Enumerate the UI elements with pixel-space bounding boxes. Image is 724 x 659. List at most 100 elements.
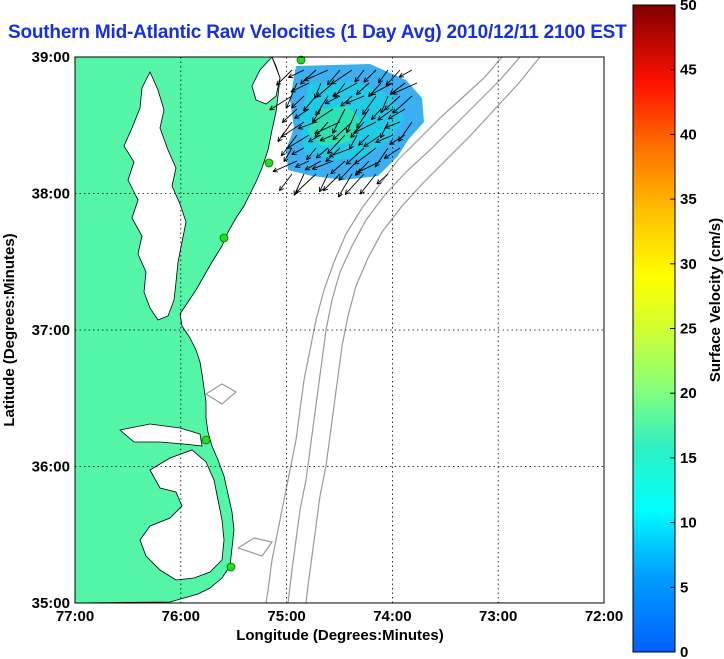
velocity-arrow [299,69,317,85]
velocity-arrow [345,147,365,165]
velocity-arrow [277,121,293,143]
velocity-arrow [290,82,310,93]
velocity-arrow [295,160,310,168]
velocity-arrow [332,82,358,97]
velocity-arrow [291,147,305,156]
velocity-arrow [359,173,377,195]
velocity-arrow [353,121,377,134]
colorbar-label: Surface Velocity (cm/s) [707,218,724,382]
velocity-arrow [332,108,346,134]
velocity-arrow [385,69,401,86]
velocity-arrow [275,69,293,86]
colorbar-scale [632,4,676,653]
velocity-arrow [286,134,310,149]
colorbar-tick-label: 0 [680,644,688,659]
velocity-arrow [370,108,382,121]
velocity-arrow [303,69,329,82]
colorbar-tick-label: 40 [680,126,697,143]
x-tick-label: 74:00 [373,608,411,625]
velocity-color-patch-high [308,106,362,146]
velocity-arrow [304,160,322,171]
colorbar-tick-label: 35 [680,191,697,208]
radar-station [264,158,274,168]
bathymetry-contours [204,56,541,604]
x-tick-label: 75:00 [267,608,305,625]
velocity-arrow [291,95,305,109]
velocity-arrow [269,95,293,111]
velocity-arrow [387,108,406,120]
x-tick-label: 72:00 [585,608,623,625]
velocity-arrow [358,134,370,146]
velocity-arrow [316,82,334,98]
velocity-arrow [322,173,341,192]
y-tick-label: 39:00 [32,49,70,66]
velocity-arrow [356,160,382,174]
radar-station [201,435,211,445]
velocity-arrow [307,134,322,143]
velocity-arrow [311,160,334,171]
velocity-arrow [318,173,329,193]
colorbar-tick-label: 45 [680,62,697,79]
velocity-arrow [363,134,382,148]
colorbar-tick-label: 25 [680,321,697,338]
x-axis-ticks: 77:00 76:00 75:00 74:00 73:00 72:00 [56,608,623,625]
y-axis-ticks: 39:00 38:00 37:00 36:00 35:00 [32,49,70,612]
velocity-arrow [374,147,389,168]
colorbar-tick-label: 5 [680,579,688,596]
velocity-arrow [383,147,401,159]
pamlico-sound [139,449,225,581]
colorbar-tick-label: 30 [680,256,697,273]
x-axis-label: Longitude (Degrees:Minutes) [236,627,444,644]
velocity-arrow [392,82,418,95]
velocity-arrow [280,121,305,138]
velocity-arrow [281,108,298,124]
velocity-arrow [345,95,365,105]
velocity-arrow [340,95,353,107]
velocity-arrow [297,121,317,130]
radar-station [226,562,236,572]
colorbar-tick-label: 50 [680,0,697,14]
chesapeake-bay [123,71,187,321]
velocity-arrow [278,173,293,192]
velocity-arrow [377,69,389,84]
velocity-arrow [324,95,341,105]
velocity-arrow [375,134,394,144]
velocity-arrows [269,69,418,198]
velocity-arrow [306,147,317,161]
velocity-arrow [283,147,293,163]
velocity-arrow [355,82,370,96]
velocity-arrow [367,82,382,98]
colorbar-tick-label: 10 [680,515,697,532]
velocity-arrow [377,108,394,121]
albemarle-sound [119,423,203,447]
velocity-arrow [294,108,310,119]
velocity-arrow [327,134,346,155]
velocity-arrow [315,147,329,159]
x-tick-label: 73:00 [479,608,517,625]
velocity-arrow [326,69,341,86]
velocity-arrow [287,69,305,79]
velocity-arrow [328,147,353,158]
velocity-arrow [350,121,365,139]
colorbar-tick-label: 20 [680,385,697,402]
colorbar-ticks: 0 5 10 15 20 25 30 35 40 45 50 [670,0,697,659]
velocity-arrow [330,160,346,175]
velocity-arrow [376,173,389,185]
velocity-arrow [272,160,298,173]
velocity-arrow [363,69,377,83]
colorbar-tick-label: 15 [680,450,697,467]
velocity-arrow [338,160,358,181]
x-tick-label: 76:00 [162,608,200,625]
y-axis-label: Latitude (Degrees:Minutes) [1,233,18,426]
delaware-bay [251,56,281,105]
graticule [75,57,604,603]
y-tick-label: 36:00 [32,459,70,476]
colorbar: 0 5 10 15 20 25 30 35 40 45 50 Surface Velocity (c… [632,0,724,659]
velocity-arrow [354,69,365,83]
velocity-arrow [302,95,317,112]
plot-frame [74,56,605,604]
radar-station [219,233,229,243]
velocity-arrow [295,173,317,194]
velocity-arrow [392,95,413,114]
